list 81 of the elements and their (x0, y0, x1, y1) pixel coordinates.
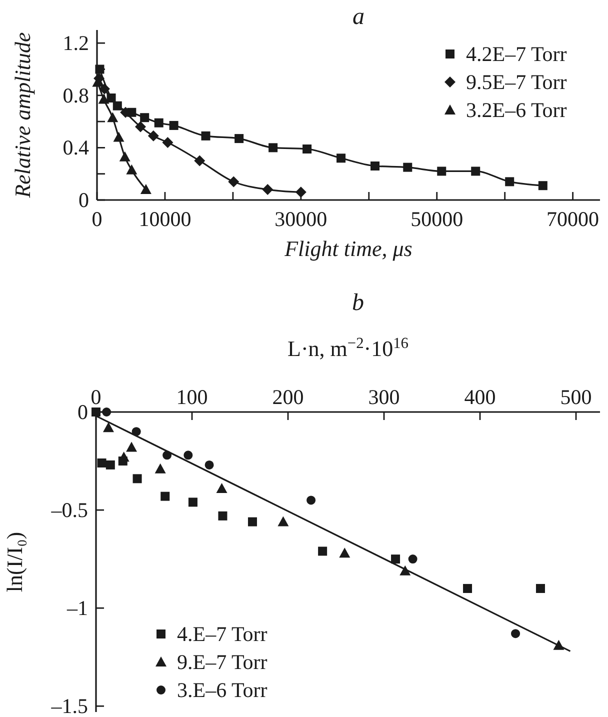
y-axis-title: ln(I/I₀) (2, 532, 27, 592)
point (234, 134, 244, 144)
point (160, 492, 170, 501)
point (194, 155, 206, 166)
x-axis-title: L·n, m$^{−2}$·10$^{16}$ (288, 334, 409, 361)
x-tick-label: 50000 (410, 207, 464, 231)
y-tick-label: 0.4 (62, 136, 90, 160)
x-tick-label: 100 (176, 385, 208, 409)
point (201, 131, 210, 140)
point (216, 482, 228, 493)
legend-label: 9.5E–7 Torr (466, 70, 567, 94)
point (463, 584, 472, 593)
point (148, 130, 159, 142)
legend-label: 3.E–6 Torr (177, 678, 268, 702)
point (119, 151, 130, 162)
legend-label: 9.E–7 Torr (177, 650, 268, 674)
point (135, 121, 146, 132)
x-tick-label: 400 (464, 385, 496, 409)
x-tick-label: 30000 (274, 207, 328, 231)
point (302, 144, 312, 154)
x-axis-title: Flight time, μs (284, 236, 412, 261)
legend-label: 4.E–7 Torr (177, 622, 268, 646)
point (391, 554, 400, 564)
point (118, 452, 130, 462)
point (169, 120, 178, 130)
legend-label: 4.2E–7 Torr (466, 42, 567, 66)
x-tick-label: 200 (272, 385, 304, 409)
y-tick-label: 0 (78, 400, 88, 424)
point (98, 83, 110, 94)
point (162, 136, 174, 148)
point (106, 460, 115, 470)
y-tick-label: 1.2 (62, 31, 89, 56)
y-tick-label: –1 (66, 596, 88, 620)
point (437, 166, 446, 176)
point (471, 166, 480, 176)
point (370, 162, 380, 170)
chart-title: a (352, 4, 364, 30)
point (140, 184, 152, 194)
point (154, 118, 164, 128)
y-tick-label: –0.5 (50, 498, 88, 522)
chart-title: b (352, 290, 364, 316)
point (184, 450, 193, 460)
point (218, 511, 228, 520)
point (98, 94, 110, 104)
y-tick-label: –1.5 (50, 694, 88, 717)
point (511, 629, 520, 638)
point (126, 164, 138, 174)
point (318, 546, 328, 556)
x-tick-label: 70000 (546, 207, 600, 231)
y-tick-label: 0 (78, 188, 89, 212)
point (92, 408, 100, 416)
point (262, 184, 274, 196)
x-tick-label: 300 (368, 385, 400, 409)
point (403, 162, 412, 172)
x-tick-label: 500 (560, 385, 592, 409)
point (268, 143, 278, 152)
point (278, 516, 289, 526)
point (408, 554, 418, 564)
point (505, 177, 514, 186)
point (228, 176, 240, 188)
point (102, 422, 114, 432)
point (126, 442, 138, 452)
point (306, 496, 316, 505)
point (336, 154, 346, 163)
x-tick-label: 10000 (138, 207, 192, 231)
point (248, 517, 257, 526)
point (339, 548, 350, 558)
y-tick-label: 0.8 (62, 83, 89, 108)
point (140, 113, 150, 122)
point (97, 458, 106, 468)
point (113, 132, 124, 142)
point (154, 463, 166, 474)
point (536, 584, 545, 593)
point (102, 408, 112, 416)
point (204, 460, 214, 470)
legend-label: 3.2E–6 Torr (466, 98, 567, 122)
point (538, 181, 548, 190)
point (132, 474, 142, 484)
y-axis-title: Relative amplitude (10, 32, 35, 199)
point (188, 498, 198, 507)
point (107, 112, 118, 122)
